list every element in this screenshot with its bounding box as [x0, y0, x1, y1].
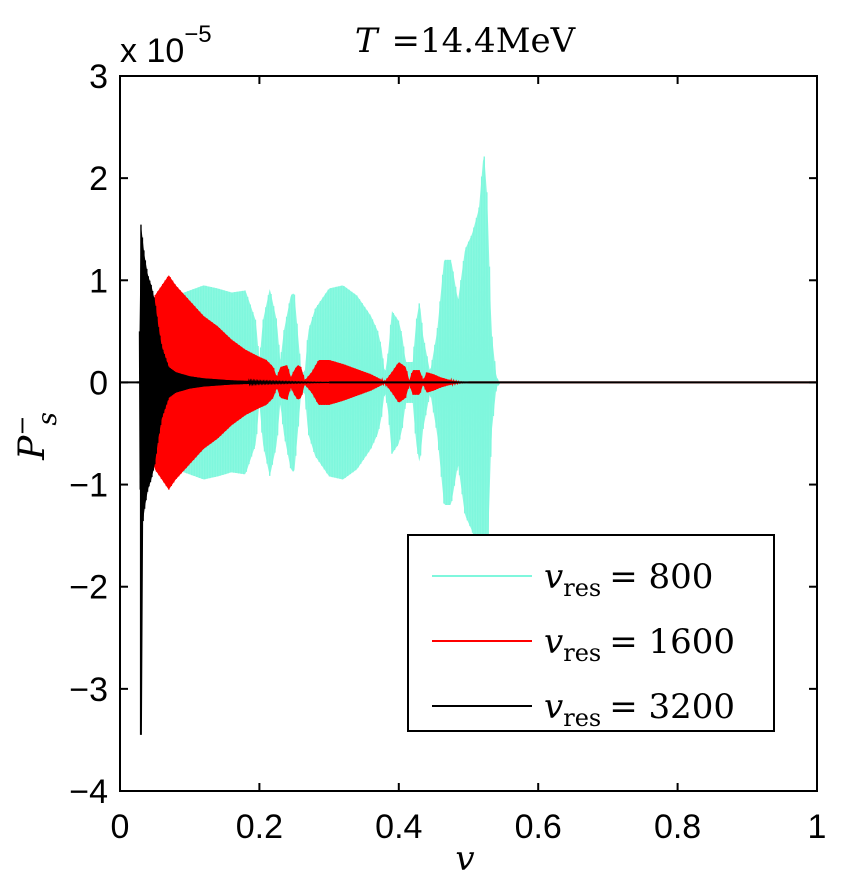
legend-entry-1600: vres = 1600 [432, 622, 735, 667]
legend-label-1600: vres = 1600 [544, 622, 735, 667]
y-tick-label: −3 [69, 671, 108, 709]
title-value: =14.4MeV [392, 21, 577, 61]
x-tick-label: 0.6 [515, 808, 562, 846]
y-tick-label: −4 [69, 773, 108, 811]
y-tick-label: 3 [89, 58, 108, 96]
y-label-sub: s [33, 412, 63, 425]
y-tick-label: 1 [89, 262, 108, 300]
y-label-base: P [12, 435, 53, 461]
y-multiplier: x 10−5 [120, 21, 212, 70]
axes [119, 75, 818, 792]
y-tick-label: −2 [69, 569, 108, 607]
y-tick-label: 0 [89, 364, 108, 402]
series-layer [120, 156, 817, 735]
x-tick-label: 0.2 [236, 808, 283, 846]
legend-box [407, 534, 775, 732]
series-line-3200 [138, 224, 330, 534]
series-3200 [120, 224, 817, 735]
legend-entry-3200: vres = 3200 [432, 687, 735, 732]
chart-title: T =14.4MeV [355, 21, 577, 61]
series-spike-3200 [136, 381, 144, 735]
x-tick-label: 1 [808, 808, 827, 846]
legend-label-3200: vres = 3200 [544, 687, 735, 732]
y-label-sup: − [8, 416, 36, 436]
x-axis-label: v [455, 839, 474, 879]
svg-text:P−s: P−s [8, 412, 63, 461]
y-multiplier-exponent: −5 [184, 21, 211, 48]
tick-labels: 0 0.2 0.4 0.6 0.8 1 −4 −3 −2 −1 0 1 2 3 [69, 58, 826, 846]
series-line-1600 [147, 276, 469, 490]
x-tick-label: 0.4 [375, 808, 422, 846]
plot-frame [119, 75, 818, 792]
y-axis-label: P−s [8, 412, 63, 461]
x-tick-label: 0 [111, 808, 130, 846]
legend-label-800: vres = 800 [544, 557, 713, 602]
y-tick-label: 2 [89, 160, 108, 198]
y-tick-label: −1 [69, 467, 108, 505]
x-tick-label: 0.8 [654, 808, 701, 846]
legend-entry-800: vres = 800 [432, 557, 713, 602]
y-multiplier-base: x 10 [120, 32, 184, 70]
title-variable: T [355, 21, 380, 61]
legend: vres = 800 vres = 1600 vres = 3200 [407, 534, 775, 732]
